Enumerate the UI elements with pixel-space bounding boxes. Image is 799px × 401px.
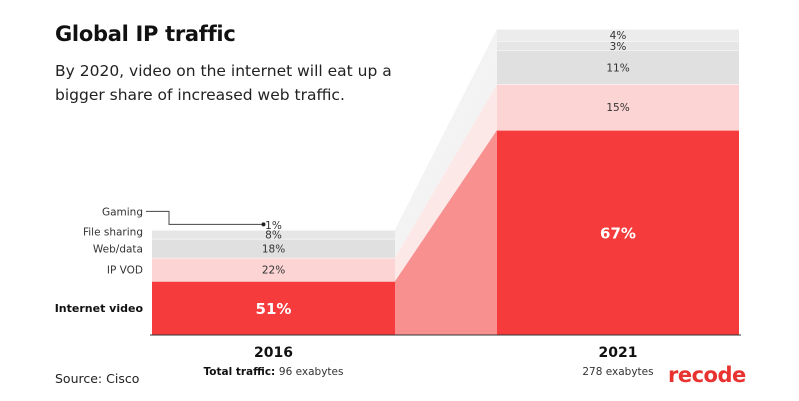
source-note: Source: Cisco [55, 371, 140, 386]
label-2016-ip-vod: 22% [262, 264, 285, 276]
label-2016-internet-video: 51% [256, 300, 292, 318]
label-2016-gaming: 1% [265, 220, 282, 232]
label-2021-file-sharing: 3% [610, 41, 627, 53]
bar-2016-internet-video [152, 281, 395, 335]
bar-2021-gaming [497, 29, 739, 42]
series-label-file-sharing: File sharing [83, 227, 143, 239]
connector-ip-vod [395, 84, 497, 282]
label-2016-web-data: 18% [262, 243, 285, 255]
year-label-2021: 2021 [599, 345, 638, 361]
chart-title: Global IP traffic [55, 22, 236, 46]
gaming-leader-line [146, 210, 264, 225]
bar-2016-web-data [152, 238, 395, 258]
year-label-2016: 2016 [254, 345, 293, 361]
bar-2021-ip-vod [497, 84, 739, 130]
label-2021-internet-video: 67% [600, 224, 636, 242]
bar-2021-file-sharing [497, 41, 739, 51]
bar-2021-internet-video [497, 129, 739, 335]
recode-logo: recode [668, 363, 746, 387]
bar-2016-file-sharing [152, 230, 395, 239]
series-label-internet-video: Internet video [55, 302, 144, 315]
total-traffic-2016: Total traffic: 96 exabytes [204, 366, 344, 378]
chart-subtitle: By 2020, video on the internet will eat … [55, 62, 392, 104]
series-label-ip-vod: IP VOD [107, 264, 143, 276]
bar-2016-gaming [152, 229, 395, 231]
series-label-web-data: Web/data [93, 243, 143, 255]
label-2016-file-sharing: 8% [265, 230, 282, 242]
connector-internet-video [395, 129, 497, 335]
connector-gaming [395, 29, 497, 231]
connector-file-sharing [395, 41, 497, 239]
series-label-gaming: Gaming [102, 206, 143, 218]
label-2021-gaming: 4% [610, 30, 627, 42]
bar-2016-ip-vod [152, 257, 395, 282]
label-2021-ip-vod: 15% [606, 102, 629, 114]
connector-web-data [395, 50, 497, 258]
gaming-marker-dot [261, 222, 266, 227]
total-traffic-2021: 278 exabytes [582, 366, 653, 378]
bar-2021-web-data [497, 50, 739, 85]
label-2021-web-data: 11% [606, 62, 629, 74]
